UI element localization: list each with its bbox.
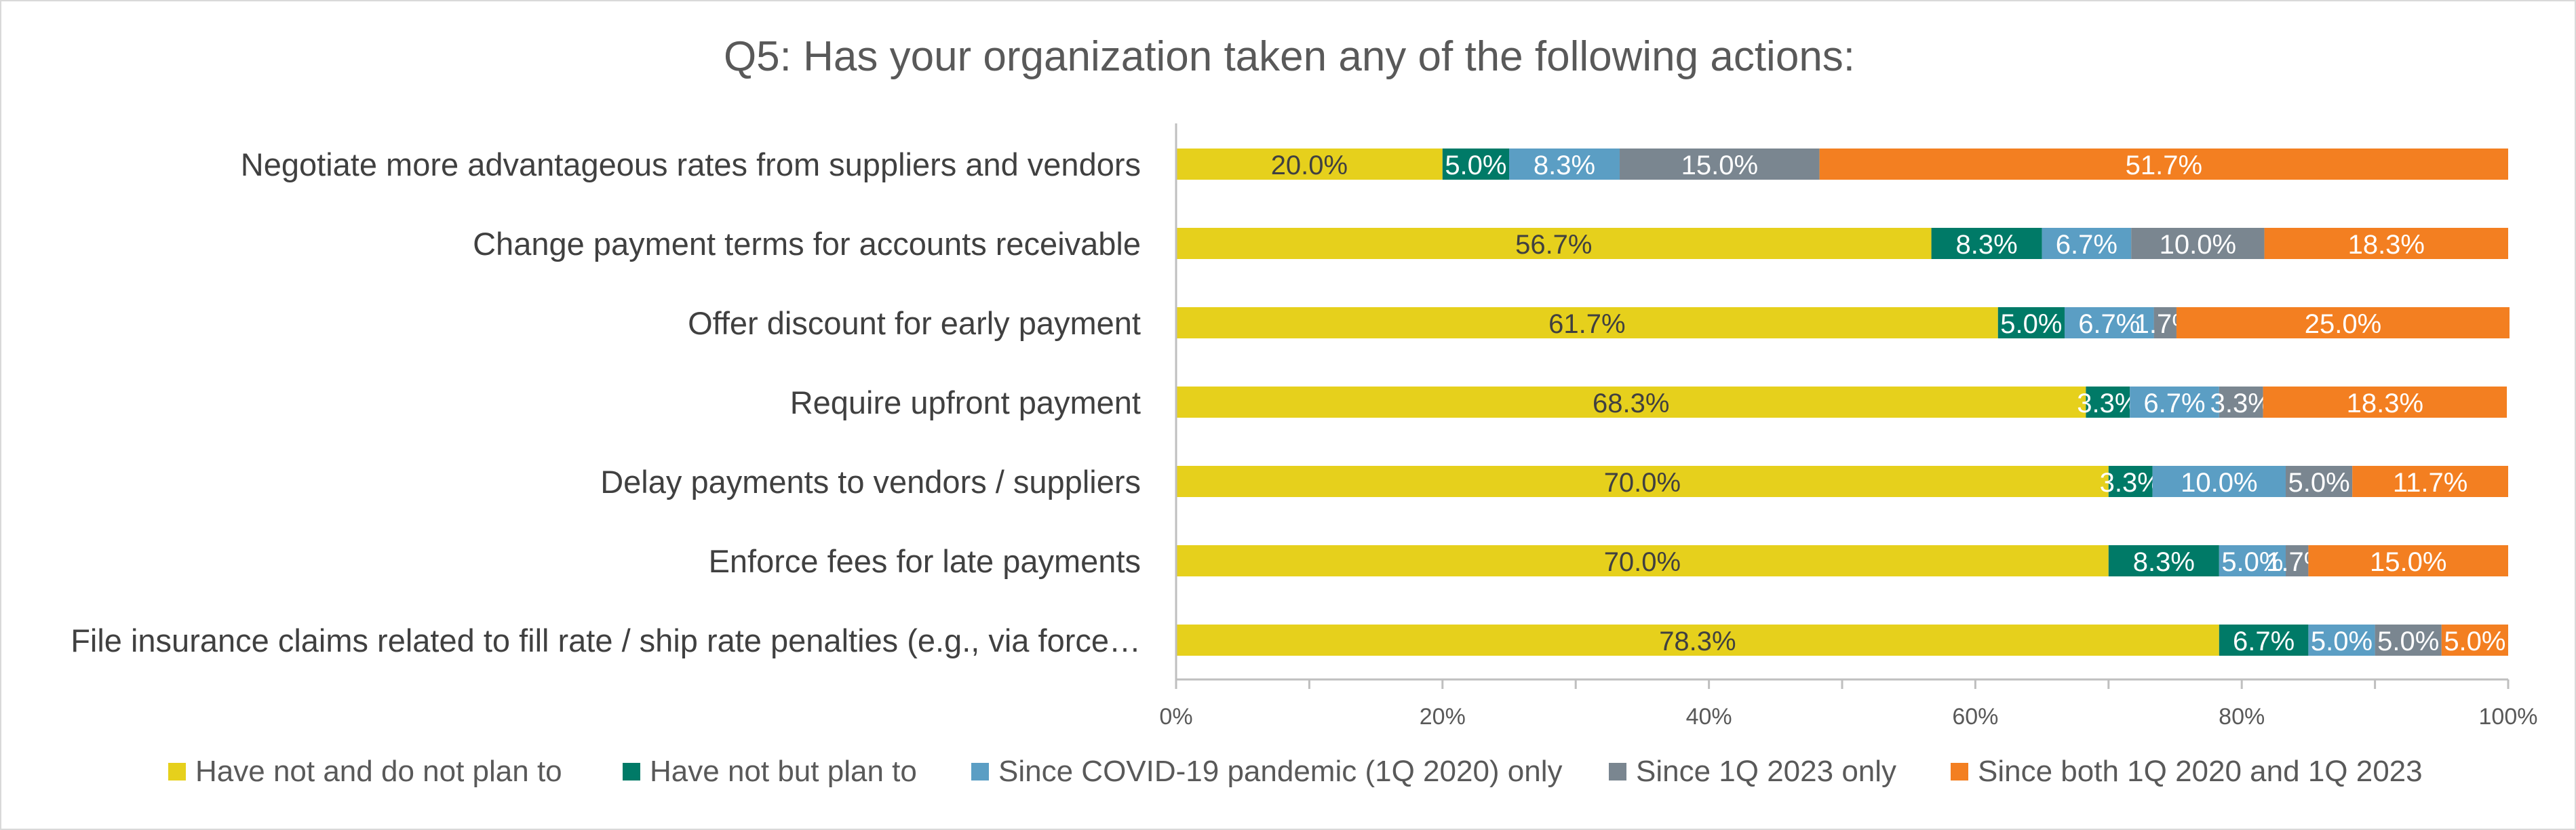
bar-segment: [2219, 387, 2263, 418]
data-label: 5.0%: [2444, 627, 2505, 656]
data-label: 5.0%: [2311, 627, 2373, 656]
category-label: Delay payments to vendors / suppliers: [600, 464, 1141, 500]
chart-title: Q5: Has your organization taken any of t…: [724, 33, 1855, 80]
data-label: 8.3%: [1956, 230, 2018, 260]
bar-segment: [2441, 625, 2508, 656]
category-label: File insurance claims related to fill ra…: [71, 622, 1141, 658]
data-label: 5.0%: [2000, 309, 2062, 339]
legend-swatch: [1951, 763, 1968, 780]
bar-segment: [1997, 307, 2065, 338]
data-label: 6.7%: [2143, 389, 2205, 418]
legend: Have not and do not plan to Have not but …: [168, 755, 2423, 788]
bar-segment: [2264, 228, 2508, 259]
tick-label: 100%: [2479, 704, 2538, 730]
bar-segment: [2352, 466, 2508, 497]
data-label: 5.0%: [2377, 627, 2439, 656]
bar-segment: [2375, 625, 2442, 656]
data-label: 70.0%: [1604, 547, 1681, 577]
bar-segment: [1509, 149, 1620, 180]
legend-label: Since both 1Q 2020 and 1Q 2023: [1978, 755, 2423, 788]
legend-label: Have not and do not plan to: [195, 755, 562, 788]
data-label: 8.3%: [2133, 547, 2195, 577]
plot-area: Negotiate more advantageous rates from s…: [71, 123, 2537, 730]
bar-segment: [2108, 466, 2153, 497]
bar-segment: [2042, 228, 2132, 259]
data-label: 51.7%: [2126, 151, 2202, 180]
category-label: Change payment terms for accounts receiv…: [473, 226, 1141, 262]
bar-segment: [2308, 545, 2508, 576]
data-label: 10.0%: [2181, 468, 2257, 498]
data-label: 6.7%: [2078, 309, 2140, 339]
legend-label: Since COVID-19 pandemic (1Q 2020) only: [998, 755, 1563, 788]
data-label: 11.7%: [2393, 468, 2467, 498]
data-label: 56.7%: [1515, 230, 1592, 260]
data-label: 15.0%: [2370, 547, 2446, 577]
tick-label: 0%: [1159, 704, 1192, 730]
legend-swatch: [168, 763, 186, 780]
bar-segment: [2130, 387, 2219, 418]
bar-segment: [1176, 466, 2109, 497]
data-label: 25.0%: [2305, 309, 2381, 339]
bar-segment: [1176, 307, 1998, 338]
data-label: 5.0%: [1445, 151, 1506, 180]
bar-segment: [2263, 387, 2507, 418]
data-label: 5.0%: [2288, 468, 2350, 498]
legend-label: Have not but plan to: [650, 755, 917, 788]
legend-swatch: [1609, 763, 1626, 780]
bar-segment: [2064, 307, 2154, 338]
data-label: 3.3%: [2077, 389, 2139, 418]
data-label: 61.7%: [1548, 309, 1625, 339]
data-label: 8.3%: [1534, 151, 1595, 180]
category-label: Negotiate more advantageous rates from s…: [241, 146, 1141, 182]
bar-segment: [1620, 149, 1820, 180]
data-label: 18.3%: [2347, 389, 2423, 418]
legend-swatch: [623, 763, 640, 780]
legend-swatch: [971, 763, 989, 780]
bar-segment: [2308, 625, 2375, 656]
bar-segment: [1176, 228, 1932, 259]
data-label: 20.0%: [1271, 151, 1348, 180]
bar-segment: [2219, 625, 2309, 656]
data-label: 15.0%: [1681, 151, 1758, 180]
bar-segment: [2153, 307, 2177, 338]
bar-segment: [1176, 387, 2086, 418]
bar-segment: [2286, 545, 2309, 576]
data-label: 5.0%: [2221, 547, 2283, 577]
legend-label: Since 1Q 2023 only: [1636, 755, 1896, 788]
bar-segment: [1819, 149, 2508, 180]
tick-label: 60%: [1952, 704, 1998, 730]
bar-segment: [2086, 387, 2130, 418]
data-label: 70.0%: [1604, 468, 1681, 498]
bar-segment: [2108, 545, 2219, 576]
category-label: Offer discount for early payment: [688, 305, 1141, 341]
bar-segment: [1176, 149, 1443, 180]
category-label: Require upfront payment: [790, 384, 1141, 420]
data-label: 3.3%: [2100, 468, 2162, 498]
bar-segment: [2286, 466, 2353, 497]
bar-segment: [1176, 625, 2219, 656]
bar-segment: [2152, 466, 2286, 497]
data-label: 3.3%: [2210, 389, 2272, 418]
bar-segment: [2219, 545, 2286, 576]
category-label: Enforce fees for late payments: [709, 543, 1141, 579]
data-label: 10.0%: [2160, 230, 2236, 260]
tick-label: 20%: [1420, 704, 1466, 730]
data-label: 18.3%: [2348, 230, 2425, 260]
bar-segment: [1442, 149, 1509, 180]
data-label: 78.3%: [1659, 627, 1736, 656]
bar-segment: [2176, 307, 2510, 338]
bar-segment: [2131, 228, 2265, 259]
tick-label: 40%: [1686, 704, 1732, 730]
bar-segment: [1176, 545, 2109, 576]
data-label: 68.3%: [1593, 389, 1669, 418]
tick-label: 80%: [2219, 704, 2265, 730]
data-label: 6.7%: [2056, 230, 2118, 260]
data-label: 6.7%: [2233, 627, 2295, 656]
bar-segment: [1931, 228, 2042, 259]
